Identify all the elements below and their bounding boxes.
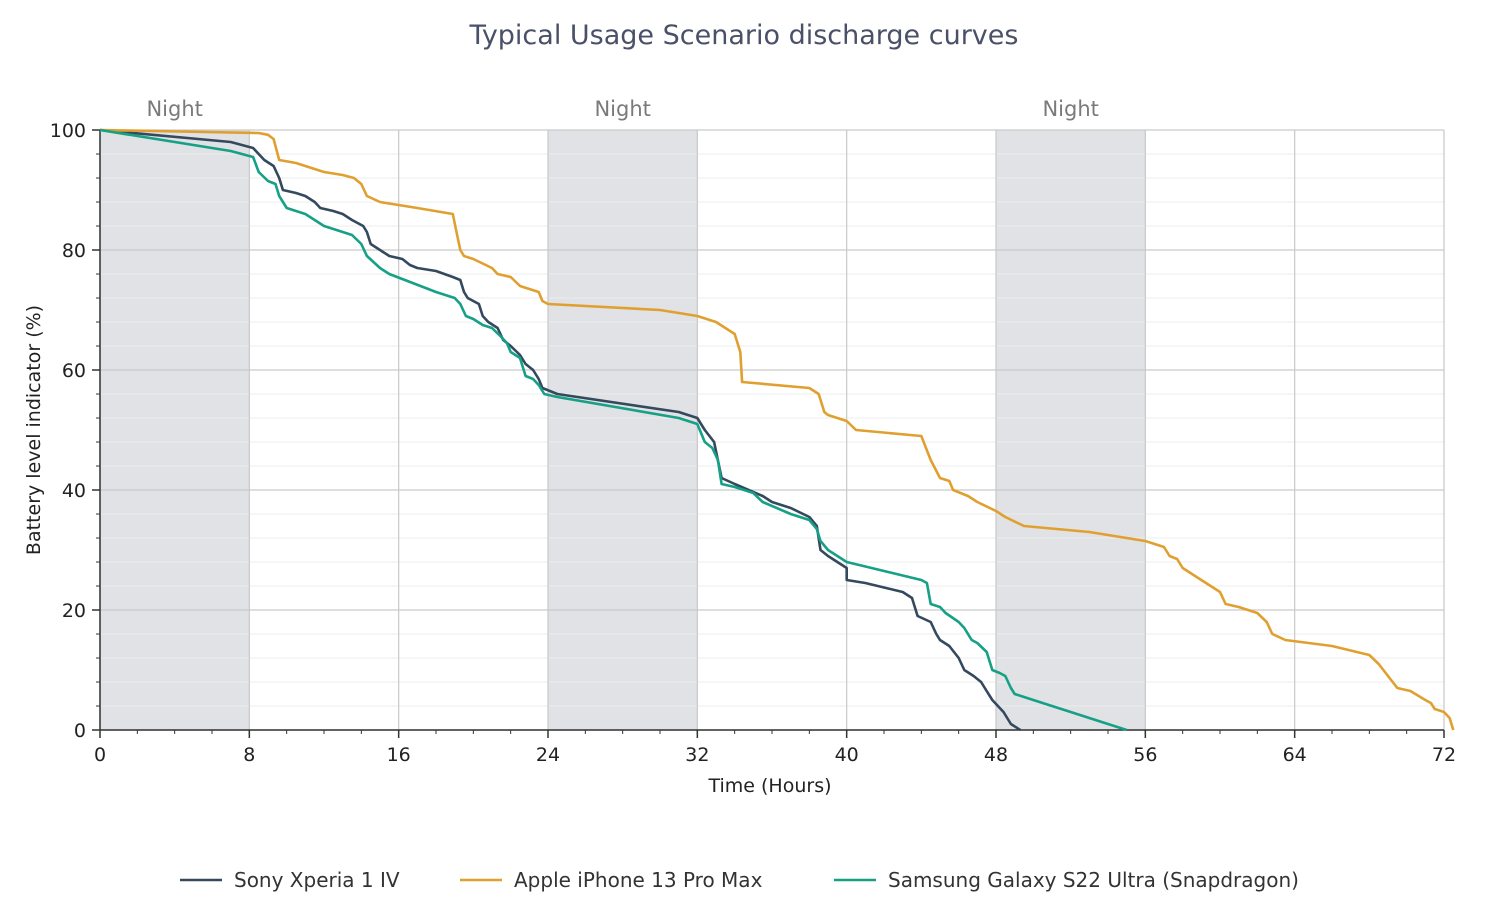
x-tick-label: 40: [835, 744, 859, 766]
y-tick-label: 40: [62, 480, 86, 502]
x-tick-label: 32: [685, 744, 709, 766]
legend: Sony Xperia 1 IV Apple iPhone 13 Pro Max S…: [180, 868, 1299, 892]
legend-entry-label: Apple iPhone 13 Pro Max: [514, 868, 763, 892]
x-tick-label: 64: [1283, 744, 1307, 766]
x-tick-label: 0: [94, 744, 106, 766]
legend-entry-label: Samsung Galaxy S22 Ultra (Snapdragon): [888, 868, 1299, 892]
y-tick-label: 20: [62, 600, 86, 622]
y-tick-label: 60: [62, 360, 86, 382]
y-tick-label: 100: [50, 120, 86, 142]
x-tick-label: 48: [984, 744, 1008, 766]
axes: 0 20 40 60 80 100 0 8 16 24 32 40 48 56 64 72: [50, 120, 1456, 766]
night-band-label: Night: [146, 97, 202, 121]
legend-entry-label: Sony Xperia 1 IV: [234, 868, 400, 892]
series-line: [99, 128, 1455, 731]
night-band-label: Night: [1042, 97, 1098, 121]
night-band: [996, 130, 1146, 730]
series-line: [99, 128, 1021, 732]
chart-title: Typical Usage Scenario discharge curves: [469, 20, 1019, 51]
night-bands: Night Night Night: [100, 97, 1146, 730]
series-line: [99, 128, 1128, 732]
y-axis-label: Battery level indicator (%): [23, 305, 45, 555]
x-tick-label: 56: [1133, 744, 1157, 766]
y-tick-label: 0: [74, 720, 86, 742]
grid-lines: [99, 129, 1445, 731]
x-tick-label: 24: [536, 744, 560, 766]
x-tick-label: 8: [243, 744, 255, 766]
night-band: [548, 130, 698, 730]
y-tick-label: 80: [62, 240, 86, 262]
night-band: [100, 130, 250, 730]
series-lines: [99, 128, 1455, 732]
x-axis-label: Time (Hours): [707, 775, 831, 797]
x-tick-label: 72: [1432, 744, 1456, 766]
night-band-label: Night: [594, 97, 650, 121]
x-tick-label: 16: [387, 744, 411, 766]
